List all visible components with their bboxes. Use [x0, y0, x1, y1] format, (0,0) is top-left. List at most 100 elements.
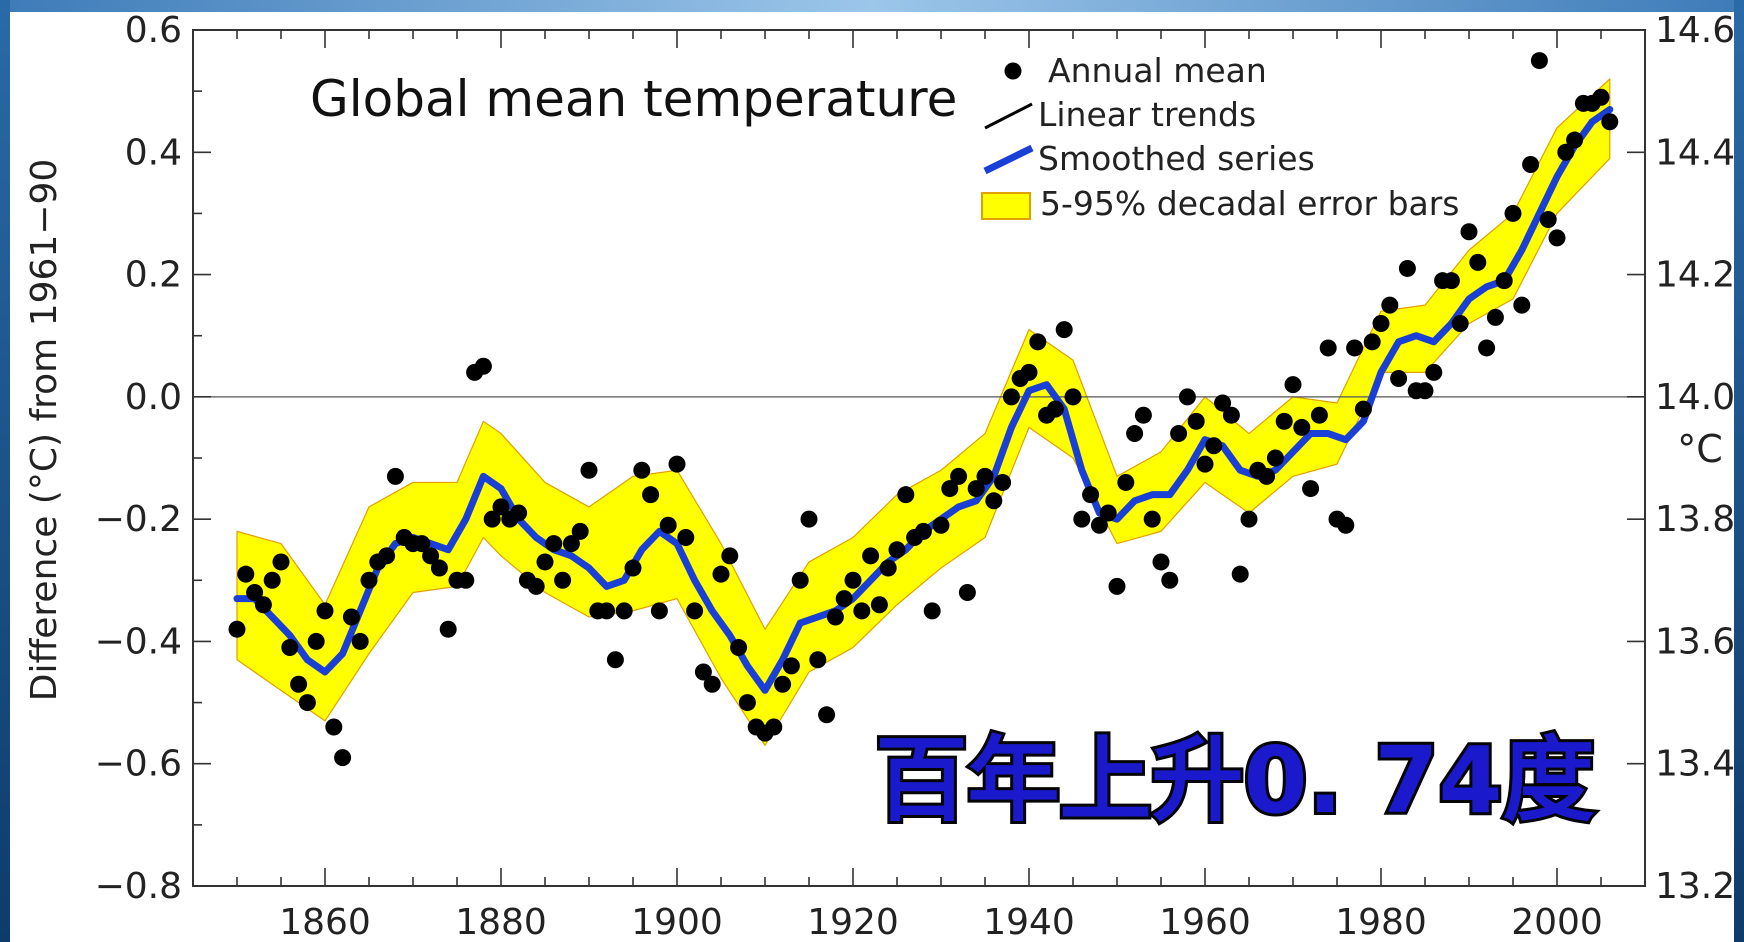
x-tick-label: 1980: [1335, 902, 1427, 942]
annual-mean-dot: [1486, 308, 1504, 326]
annual-mean-dot: [1478, 339, 1496, 357]
annual-mean-dot: [360, 571, 378, 589]
annual-mean-dot: [483, 510, 501, 528]
y-tick-label: −0.6: [95, 744, 182, 785]
annual-mean-dot: [800, 510, 818, 528]
annual-mean-dot: [1557, 143, 1575, 161]
right-frame-strip: [1734, 0, 1744, 942]
annual-mean-dot: [1214, 394, 1232, 412]
annual-mean-dot: [730, 639, 748, 657]
y2-tick-label: 13.4: [1655, 744, 1735, 785]
annual-mean-dot: [281, 639, 299, 657]
annual-mean-dot: [1539, 211, 1557, 229]
annual-mean-dot: [1002, 388, 1020, 406]
annual-mean-dot: [545, 535, 563, 553]
annual-mean-dot: [474, 357, 492, 375]
y2-tick-label: 14.0: [1655, 377, 1735, 418]
annual-mean-dot: [571, 522, 589, 540]
annual-mean-dot: [1240, 510, 1258, 528]
annual-mean-dot: [413, 535, 431, 553]
annual-mean-dot: [598, 602, 616, 620]
annual-mean-dot: [1460, 223, 1478, 241]
annual-mean-dot: [1108, 577, 1126, 595]
annual-mean-dot: [1073, 510, 1091, 528]
annual-mean-dot: [923, 602, 941, 620]
y2-tick-label: 14.6: [1655, 10, 1735, 51]
annual-mean-dot: [342, 608, 360, 626]
legend-line-icon: [984, 102, 1033, 130]
annual-mean-dot: [386, 467, 404, 485]
annual-mean-dot: [967, 480, 985, 498]
y-tick-label: −0.8: [95, 866, 182, 907]
legend-label-smoothed-series: Smoothed series: [1038, 139, 1315, 178]
annual-mean-dot: [510, 504, 528, 522]
annual-mean-dot: [1302, 480, 1320, 498]
annual-mean-dot: [1117, 473, 1135, 491]
annual-mean-dot: [1416, 382, 1434, 400]
annual-mean-dot: [1082, 486, 1100, 504]
annual-mean-dot: [1566, 131, 1584, 149]
annual-mean-dot: [1046, 400, 1064, 418]
annual-mean-dot: [1196, 455, 1214, 473]
annual-mean-dot: [624, 559, 642, 577]
y-tick-label: −0.4: [95, 621, 182, 662]
y2-tick-label: 13.6: [1655, 621, 1735, 662]
annual-mean-dot: [1601, 113, 1619, 131]
annual-mean-dot: [668, 455, 686, 473]
legend-label-linear-trends: Linear trends: [1038, 95, 1256, 134]
annual-mean-dot: [879, 559, 897, 577]
annual-mean-dot: [351, 632, 369, 650]
annual-mean-dot: [1029, 333, 1047, 351]
x-tick-label: 1880: [455, 902, 547, 942]
annual-mean-dot: [316, 602, 334, 620]
annual-mean-dot: [941, 480, 959, 498]
annual-mean-dot: [738, 694, 756, 712]
annual-mean-dot: [1134, 406, 1152, 424]
annual-mean-dot: [1099, 504, 1117, 522]
annual-mean-dot: [457, 571, 475, 589]
error-band: [236, 78, 1611, 746]
annual-mean-dot: [985, 492, 1003, 510]
annual-mean-dot: [1205, 437, 1223, 455]
annual-mean-dot: [615, 602, 633, 620]
annual-mean-dot: [422, 547, 440, 565]
y2-tick-label: 14.4: [1655, 132, 1735, 173]
annual-mean-dot: [1187, 412, 1205, 430]
annual-mean-dot: [932, 516, 950, 534]
legend-smoothed-icon: [983, 144, 1034, 175]
annual-mean-dot: [1592, 88, 1610, 106]
annual-mean-dot: [888, 541, 906, 559]
top-frame-strip: [0, 0, 1744, 12]
annual-mean-dot: [1451, 314, 1469, 332]
chart-title: Global mean temperature: [310, 70, 957, 128]
annual-mean-dot: [536, 553, 554, 571]
annual-mean-dot: [430, 559, 448, 577]
annual-mean-dot: [1381, 296, 1399, 314]
annual-mean-dot: [1442, 272, 1460, 290]
annual-mean-dot: [826, 608, 844, 626]
annual-mean-dot: [1275, 412, 1293, 430]
annual-mean-dot: [1143, 510, 1161, 528]
annual-mean-dot: [562, 535, 580, 553]
x-tick-label: 1900: [631, 902, 723, 942]
annual-mean-dot: [439, 620, 457, 638]
annual-mean-dot: [994, 473, 1012, 491]
annual-mean-dot: [298, 694, 316, 712]
legend-dot-icon: [1004, 62, 1022, 80]
annual-mean-dot: [791, 571, 809, 589]
y-axis-label: Difference (°C) from 1961−90: [24, 159, 65, 702]
annual-mean-dot: [976, 467, 994, 485]
y-tick-label: 0.6: [125, 10, 182, 51]
annual-mean-dot: [237, 565, 255, 583]
y2-tick-label: 13.2: [1655, 866, 1735, 907]
annual-mean-dot: [650, 602, 668, 620]
annual-mean-dot: [721, 547, 739, 565]
annual-mean-dot: [870, 596, 888, 614]
y-tick-label: −0.2: [95, 499, 182, 540]
annual-mean-dot: [765, 718, 783, 736]
annual-mean-dot: [862, 547, 880, 565]
annual-mean-dot: [307, 632, 325, 650]
annual-mean-dot: [686, 602, 704, 620]
annual-mean-dot: [659, 516, 677, 534]
annual-mean-dot: [325, 718, 343, 736]
